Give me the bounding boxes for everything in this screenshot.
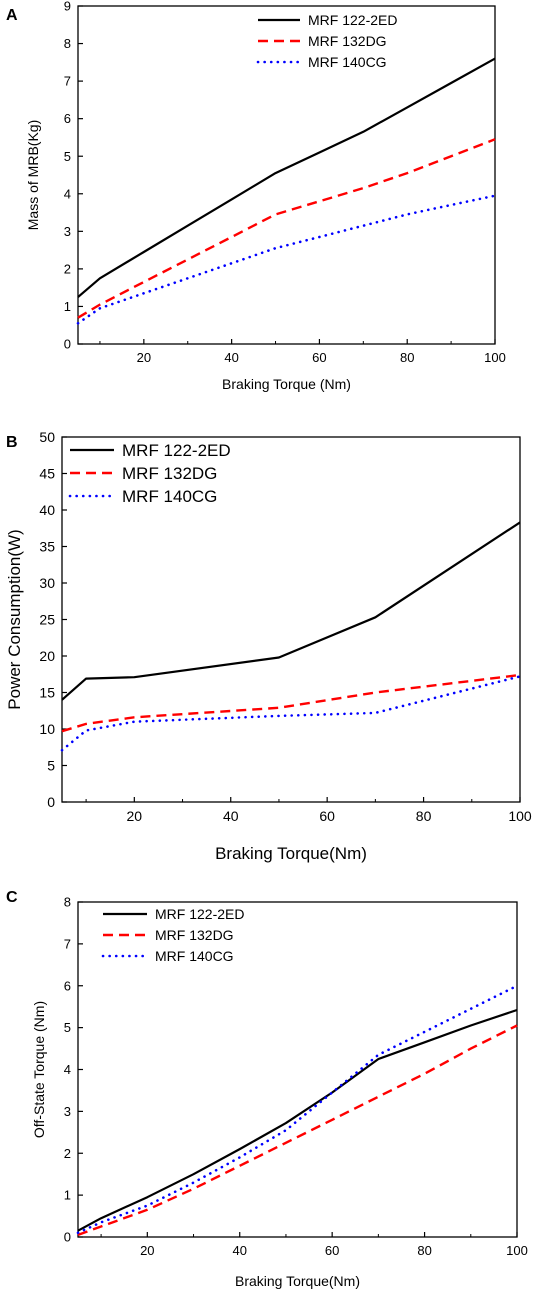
y-tick-label: 50 bbox=[39, 429, 55, 445]
y-tick-label: 15 bbox=[39, 684, 55, 700]
y-axis-label: Power Consumption(W) bbox=[5, 529, 24, 709]
chart-b: 0 5 10 15 20 25 30 35 40 45 50 20 40 60 80 100 Braking T… bbox=[5, 429, 532, 863]
y-tick-label: 8 bbox=[64, 895, 71, 910]
x-tick-label: 60 bbox=[319, 808, 335, 824]
panel-label: A bbox=[6, 7, 18, 24]
y-tick-label: 5 bbox=[64, 1020, 71, 1035]
x-tick-label: 100 bbox=[506, 1243, 528, 1258]
x-axis-label: Braking Torque(Nm) bbox=[215, 844, 367, 863]
x-tick-label: 80 bbox=[416, 808, 432, 824]
x-axis-label: Braking Torque (Nm) bbox=[222, 376, 351, 392]
y-tick-label: 10 bbox=[39, 721, 55, 737]
y-tick-label: 9 bbox=[64, 0, 71, 14]
legend-label-1: MRF 122-2ED bbox=[122, 441, 231, 460]
y-tick-label: 35 bbox=[39, 538, 55, 554]
panel-a: 0 1 2 3 4 5 6 7 8 9 20 40 60 80 100 Braking Torque (Nm)… bbox=[0, 0, 536, 400]
plot-frame bbox=[77, 5, 496, 345]
series-line-1 bbox=[77, 57, 496, 298]
legend-label-1: MRF 122-2ED bbox=[308, 12, 397, 28]
x-tick-label: 40 bbox=[224, 350, 238, 365]
series-line-2 bbox=[77, 138, 496, 319]
y-tick-label: 6 bbox=[64, 978, 71, 993]
y-tick-label: 45 bbox=[39, 465, 55, 481]
y-tick-label: 2 bbox=[64, 261, 71, 276]
legend-label-2: MRF 132DG bbox=[155, 927, 234, 943]
x-tick-label: 100 bbox=[508, 808, 532, 824]
legend-label-2: MRF 132DG bbox=[308, 33, 387, 49]
panel-b: 0 5 10 15 20 25 30 35 40 45 50 20 40 60 80 100 Braking T… bbox=[0, 425, 536, 875]
series-line-3 bbox=[76, 194, 497, 325]
chart-c: 0 1 2 3 4 5 6 7 8 20 40 60 80 100 Braking Torque(Nm) Of… bbox=[6, 889, 528, 1289]
x-tick-label: 60 bbox=[312, 350, 326, 365]
x-tick-label: 20 bbox=[127, 808, 143, 824]
x-axis-label: Braking Torque(Nm) bbox=[235, 1273, 360, 1289]
x-tick-label: 100 bbox=[484, 350, 506, 365]
y-tick-label: 7 bbox=[64, 74, 71, 89]
y-tick-label: 0 bbox=[47, 794, 55, 810]
series-line-2 bbox=[77, 1024, 518, 1237]
x-tick-label: 20 bbox=[137, 350, 151, 365]
x-tick-label: 80 bbox=[400, 350, 414, 365]
x-tick-label: 80 bbox=[417, 1243, 431, 1258]
y-tick-label: 6 bbox=[64, 111, 71, 126]
series-line-2 bbox=[61, 673, 521, 733]
chart-a: 0 1 2 3 4 5 6 7 8 9 20 40 60 80 100 Braking Torque (Nm)… bbox=[6, 0, 506, 392]
y-tick-label: 0 bbox=[64, 337, 71, 352]
panel-c: 0 1 2 3 4 5 6 7 8 20 40 60 80 100 Braking Torque(Nm) Of… bbox=[0, 880, 536, 1297]
legend-label-1: MRF 122-2ED bbox=[155, 906, 244, 922]
plot-frame bbox=[77, 901, 518, 1238]
y-tick-label: 4 bbox=[64, 1062, 71, 1077]
y-tick-label: 2 bbox=[64, 1146, 71, 1161]
y-axis-label: Off-State Torque (Nm) bbox=[31, 1001, 47, 1138]
y-tick-label: 3 bbox=[64, 1104, 71, 1119]
y-tick-label: 1 bbox=[64, 1188, 71, 1203]
x-tick-label: 40 bbox=[233, 1243, 247, 1258]
x-tick-label: 60 bbox=[325, 1243, 339, 1258]
x-tick-label: 40 bbox=[223, 808, 239, 824]
panel-label: B bbox=[6, 434, 18, 451]
y-tick-label: 7 bbox=[64, 936, 71, 951]
y-tick-label: 40 bbox=[39, 502, 55, 518]
y-axis-label: Mass of MRB(Kg) bbox=[25, 120, 41, 230]
y-tick-label: 0 bbox=[64, 1230, 71, 1245]
series-line-1 bbox=[61, 521, 521, 701]
y-tick-label: 5 bbox=[64, 149, 71, 164]
y-tick-label: 25 bbox=[39, 611, 55, 627]
legend-label-3: MRF 140CG bbox=[155, 948, 234, 964]
legend-label-3: MRF 140CG bbox=[122, 487, 217, 506]
y-tick-label: 5 bbox=[47, 757, 55, 773]
y-tick-label: 4 bbox=[64, 186, 71, 201]
y-tick-label: 20 bbox=[39, 648, 55, 664]
y-tick-label: 3 bbox=[64, 224, 71, 239]
legend-label-3: MRF 140CG bbox=[308, 54, 387, 70]
series-line-3 bbox=[60, 675, 522, 752]
y-tick-label: 1 bbox=[64, 299, 71, 314]
series-line-3 bbox=[76, 984, 519, 1235]
x-tick-label: 20 bbox=[140, 1243, 154, 1258]
series-line-1 bbox=[77, 1008, 518, 1232]
y-tick-label: 30 bbox=[39, 575, 55, 591]
y-tick-label: 8 bbox=[64, 36, 71, 51]
panel-label: C bbox=[6, 889, 18, 906]
legend-label-2: MRF 132DG bbox=[122, 464, 217, 483]
